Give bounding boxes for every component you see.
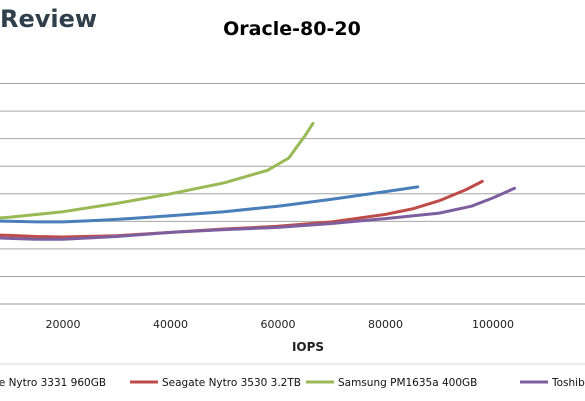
series-line-3 [0, 122, 315, 220]
brand-logo-text: Review [0, 5, 97, 33]
legend-label: Samsung PM1635a 400GB [338, 377, 477, 389]
x-tick-label: 60000 [261, 318, 296, 331]
x-tick-label: 40000 [153, 318, 188, 331]
x-axis-label: IOPS [292, 340, 324, 354]
chart-title: Oracle-80-20 [223, 18, 361, 40]
x-axis-ticks: 20000 40000 60000 80000 100000 [46, 318, 515, 331]
gridlines [0, 83, 585, 277]
x-tick-label: 80000 [368, 318, 403, 331]
x-tick-label: 100000 [472, 318, 514, 331]
legend: Seagate Nytro 3331 960GB Seagate Nytro 35… [0, 377, 585, 389]
series-line-1 [0, 185, 420, 224]
legend-label: Seagate Nytro 3530 3.2TB [162, 377, 301, 389]
x-tick-label: 20000 [46, 318, 81, 331]
series-layer [0, 122, 516, 241]
legend-label: Toshiba [551, 377, 585, 389]
legend-label: Seagate Nytro 3331 960GB [0, 377, 106, 389]
series-line-4 [0, 186, 516, 241]
